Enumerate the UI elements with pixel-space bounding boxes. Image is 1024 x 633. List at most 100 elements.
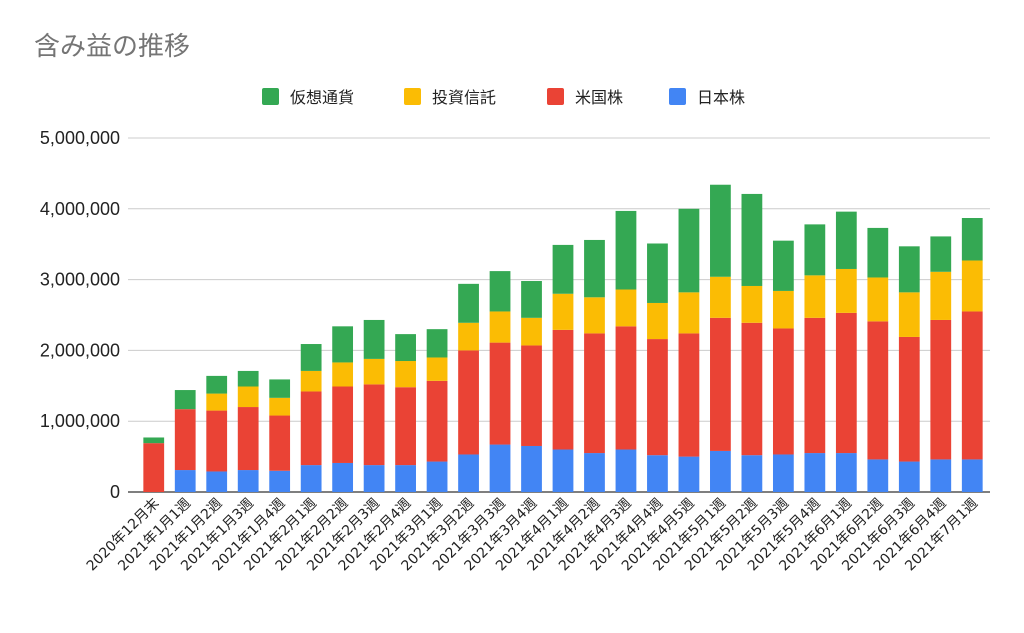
bar-segment	[835, 312, 857, 454]
bar-segment	[804, 224, 826, 276]
legend-label: 仮想通貨	[290, 88, 354, 107]
bar-segment	[521, 317, 542, 346]
bar-segment	[458, 283, 479, 323]
y-tick-label: 2,000,000	[40, 340, 120, 360]
bar-segment	[678, 456, 700, 492]
bar-segment	[930, 271, 952, 320]
bar-segment	[961, 311, 983, 460]
bar-segment	[772, 240, 794, 291]
bar-segment	[300, 370, 322, 392]
bar-segment	[835, 268, 857, 313]
bar-segment	[206, 471, 228, 492]
bar-segment	[237, 386, 259, 408]
bar-segment	[647, 339, 668, 456]
bar-segment	[143, 443, 165, 492]
bar-segment	[898, 292, 920, 337]
bars	[143, 184, 983, 492]
legend-swatch	[262, 88, 279, 105]
x-axis-ticks: 2020年12月末2021年1月1週2021年1月2週2021年1月3週2021…	[84, 496, 981, 575]
bar-segment	[772, 328, 794, 455]
bar-segment	[615, 289, 637, 327]
bar-segment	[521, 281, 542, 318]
bar-segment	[710, 276, 731, 318]
bar-segment	[898, 461, 920, 492]
bar-segment	[710, 184, 731, 277]
bar-segment	[489, 342, 511, 445]
bar-segment	[363, 319, 385, 359]
bar-segment	[835, 453, 857, 492]
bar-segment	[615, 449, 637, 492]
bar-segment	[174, 470, 196, 492]
bar-segment	[615, 210, 637, 290]
bar-segment	[395, 334, 416, 362]
bar-segment	[174, 409, 196, 471]
bar-segment	[363, 384, 385, 466]
bar-segment	[835, 211, 857, 269]
bar-segment	[584, 297, 605, 334]
bar-segment	[552, 329, 574, 450]
bar-segment	[867, 227, 889, 278]
bar-segment	[584, 453, 605, 492]
bar-segment	[647, 302, 668, 340]
bar-segment	[395, 361, 416, 388]
bar-segment	[332, 462, 354, 492]
bar-segment	[300, 391, 322, 466]
legend-swatch	[669, 88, 686, 105]
bar-segment	[584, 333, 605, 454]
bar-segment	[804, 275, 826, 318]
bar-segment	[143, 437, 165, 444]
bar-segment	[332, 362, 354, 387]
bar-segment	[804, 453, 826, 492]
bar-segment	[489, 311, 511, 343]
bar-segment	[395, 465, 416, 492]
bar-segment	[300, 465, 322, 492]
bar-segment	[741, 285, 763, 323]
y-tick-label: 1,000,000	[40, 411, 120, 431]
bar-segment	[332, 326, 354, 363]
bar-segment	[867, 277, 889, 322]
bar-segment	[930, 236, 952, 272]
bar-segment	[961, 218, 983, 261]
bar-segment	[710, 317, 731, 451]
bar-segment	[174, 390, 196, 410]
bar-segment	[521, 445, 542, 492]
legend-swatch	[547, 88, 564, 105]
y-tick-label: 3,000,000	[40, 270, 120, 290]
bar-segment	[363, 465, 385, 492]
bar-segment	[647, 455, 668, 492]
bar-segment	[867, 459, 889, 492]
legend-label: 投資信託	[432, 88, 496, 107]
legend-label: 米国株	[575, 88, 623, 107]
bar-segment	[898, 246, 920, 293]
bar-segment	[521, 345, 542, 446]
bar-segment	[426, 461, 448, 492]
bar-segment	[898, 336, 920, 462]
bar-segment	[489, 271, 511, 312]
bar-segment	[615, 326, 637, 450]
bar-segment	[804, 317, 826, 454]
bar-segment	[961, 260, 983, 312]
bar-segment	[552, 244, 574, 294]
bar-segment	[741, 322, 763, 456]
bar-segment	[395, 387, 416, 466]
bar-segment	[426, 329, 448, 358]
bar-segment	[458, 454, 479, 492]
bar-segment	[332, 386, 354, 463]
bar-segment	[552, 293, 574, 330]
bar-segment	[741, 455, 763, 492]
bar-segment	[206, 410, 228, 472]
bar-segment	[489, 444, 511, 492]
bar-segment	[458, 350, 479, 455]
bar-segment	[237, 407, 259, 471]
bar-segment	[867, 321, 889, 460]
bar-segment	[426, 380, 448, 462]
bar-segment	[363, 358, 385, 385]
bar-segment	[269, 379, 291, 398]
y-axis-ticks: 0 1,000,000 2,000,000 3,000,000 4,000,000 5,0…	[40, 128, 120, 502]
bar-segment	[772, 290, 794, 329]
bar-segment	[647, 243, 668, 303]
bar-segment	[206, 393, 228, 411]
legend: 仮想通貨 投資信託 米国株 日本株	[262, 88, 745, 107]
